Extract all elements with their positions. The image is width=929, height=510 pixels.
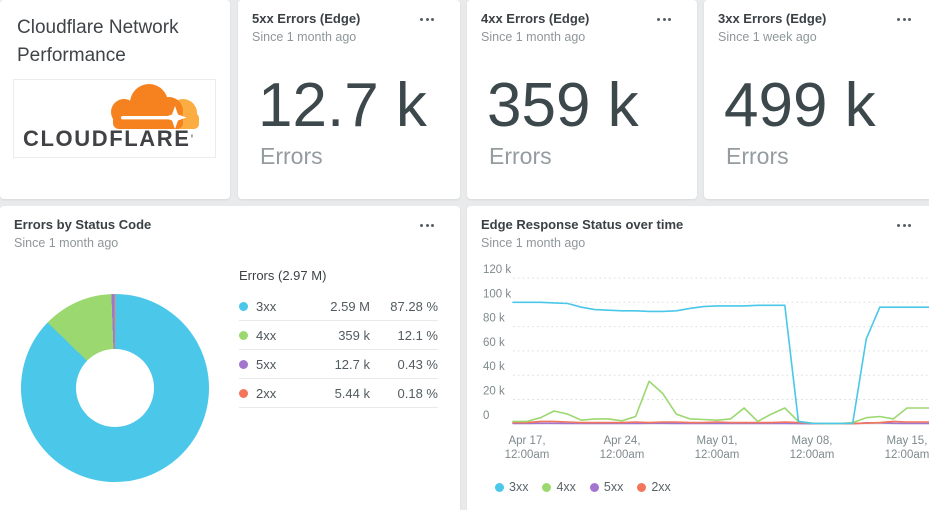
status-percent: 0.43 % (397, 356, 438, 372)
status-count: 359 k (338, 327, 370, 343)
status-label: 4xx (256, 327, 277, 343)
ellipsis-icon (420, 18, 434, 21)
svg-text:100 k: 100 k (483, 288, 511, 300)
status-percent: 12.1 % (397, 327, 438, 343)
legend-item-2xx[interactable]: 2xx (637, 480, 671, 494)
svg-text:May 08,12:00am: May 08, 12:00am (790, 435, 835, 461)
series-color-dot (239, 388, 248, 398)
status-label: 5xx (256, 356, 277, 372)
donut-chart[interactable] (21, 294, 209, 482)
legend-label: 2xx (651, 480, 671, 494)
svg-text:120 k: 120 k (483, 264, 511, 276)
ellipsis-icon (657, 18, 671, 21)
series-color-dot (239, 330, 248, 340)
status-count: 2.59 M (330, 298, 370, 314)
widget-title: 3xx Errors (Edge) (718, 11, 827, 26)
legend-item-5xx[interactable]: 5xx (589, 480, 624, 494)
status-label: 3xx (256, 298, 277, 314)
errors-by-status-card: Errors by Status Code Since 1 month ago … (0, 206, 460, 510)
stat-unit-label: Errors (489, 143, 552, 169)
ellipsis-icon (897, 18, 911, 21)
widget-timeframe: Since 1 month ago (481, 236, 586, 250)
widget-timeframe: Since 1 month ago (481, 30, 586, 44)
ellipsis-icon (897, 224, 911, 227)
table-row[interactable]: 2xx 5.44 k 0.18 % (239, 378, 438, 408)
widget-timeframe: Since 1 month ago (252, 30, 357, 44)
cloudflare-logo: CLOUDFLARE' (14, 80, 215, 157)
table-row[interactable]: 3xx 2.59 M 87.28 % (239, 292, 438, 320)
widget-title: Edge Response Status over time (481, 217, 684, 232)
svg-text:60 k: 60 k (483, 337, 505, 349)
widget-timeframe: Since 1 month ago (14, 236, 119, 250)
card-menu-button[interactable] (893, 14, 915, 25)
table-header: Errors (2.97 M) (239, 268, 327, 283)
stat-value: 499 k (724, 71, 876, 140)
table-row[interactable]: 5xx 12.7 k 0.43 % (239, 349, 438, 378)
stat-value: 12.7 k (258, 71, 427, 140)
series-color-dot (542, 482, 552, 492)
svg-text:0: 0 (483, 410, 489, 422)
stat-unit-label: Errors (260, 143, 323, 169)
status-breakdown-table: Errors (2.97 M) 3xx 2.59 M 87.28 % 4xx 3… (239, 268, 438, 408)
widget-title: 5xx Errors (Edge) (252, 11, 361, 26)
svg-text:Apr 24,12:00am: Apr 24, 12:00am (600, 435, 645, 461)
chart-legend: 3xx 4xx 5xx 2xx (495, 480, 671, 494)
stat-card-5xx: 5xx Errors (Edge) Since 1 month ago 12.7… (238, 0, 460, 199)
widget-timeframe: Since 1 week ago (718, 30, 817, 44)
card-menu-button[interactable] (416, 220, 438, 231)
dashboard-title: Cloudflare Network Performance (17, 17, 179, 66)
dashboard-title-card: Cloudflare Network Performance CLOUDFLAR… (0, 0, 230, 199)
stat-value: 359 k (487, 71, 639, 140)
status-percent: 87.28 % (390, 298, 438, 314)
series-color-dot (239, 359, 248, 369)
series-color-dot (495, 482, 504, 492)
svg-text:May 15,12:00am: May 15, 12:00am (885, 435, 929, 461)
timeseries-chart[interactable]: 120 k 100 k 80 k 60 k 40 k 20 k 0 Apr 17, 12:00a… (483, 262, 929, 472)
trademark-tick: ' (190, 132, 196, 146)
widget-title: 4xx Errors (Edge) (481, 11, 590, 26)
svg-text:Apr 17,12:00am: Apr 17, 12:00am (505, 435, 550, 461)
card-menu-button[interactable] (416, 14, 438, 25)
legend-item-4xx[interactable]: 4xx (542, 480, 576, 494)
status-count: 5.44 k (334, 385, 370, 401)
edge-response-status-card: Edge Response Status over time Since 1 m… (467, 206, 929, 510)
legend-label: 4xx (556, 480, 576, 494)
card-menu-button[interactable] (893, 220, 915, 231)
stat-card-3xx: 3xx Errors (Edge) Since 1 week ago 499 k… (704, 0, 929, 199)
cloudflare-cloud-icon (111, 84, 199, 129)
status-count: 12.7 k (334, 356, 370, 372)
status-label: 2xx (256, 385, 277, 401)
series-color-dot (239, 301, 248, 311)
svg-text:20 k: 20 k (483, 386, 505, 398)
cloudflare-wordmark: CLOUDFLARE' (23, 126, 196, 151)
stat-unit-label: Errors (726, 143, 789, 169)
card-menu-button[interactable] (653, 14, 675, 25)
table-row[interactable]: 4xx 359 k 12.1 % (239, 320, 438, 349)
widget-title: Errors by Status Code (14, 217, 152, 232)
ellipsis-icon (420, 224, 434, 227)
svg-text:May 01,12:00am: May 01, 12:00am (695, 435, 740, 461)
legend-label: 5xx (603, 480, 624, 494)
series-color-dot (637, 482, 647, 492)
svg-text:40 k: 40 k (483, 361, 505, 373)
legend-label: 3xx (509, 480, 529, 494)
series-color-dot (589, 482, 599, 492)
svg-text:80 k: 80 k (483, 313, 505, 325)
stat-card-4xx: 4xx Errors (Edge) Since 1 month ago 359 … (467, 0, 697, 199)
legend-item-3xx[interactable]: 3xx (495, 480, 528, 494)
status-percent: 0.18 % (397, 385, 438, 401)
